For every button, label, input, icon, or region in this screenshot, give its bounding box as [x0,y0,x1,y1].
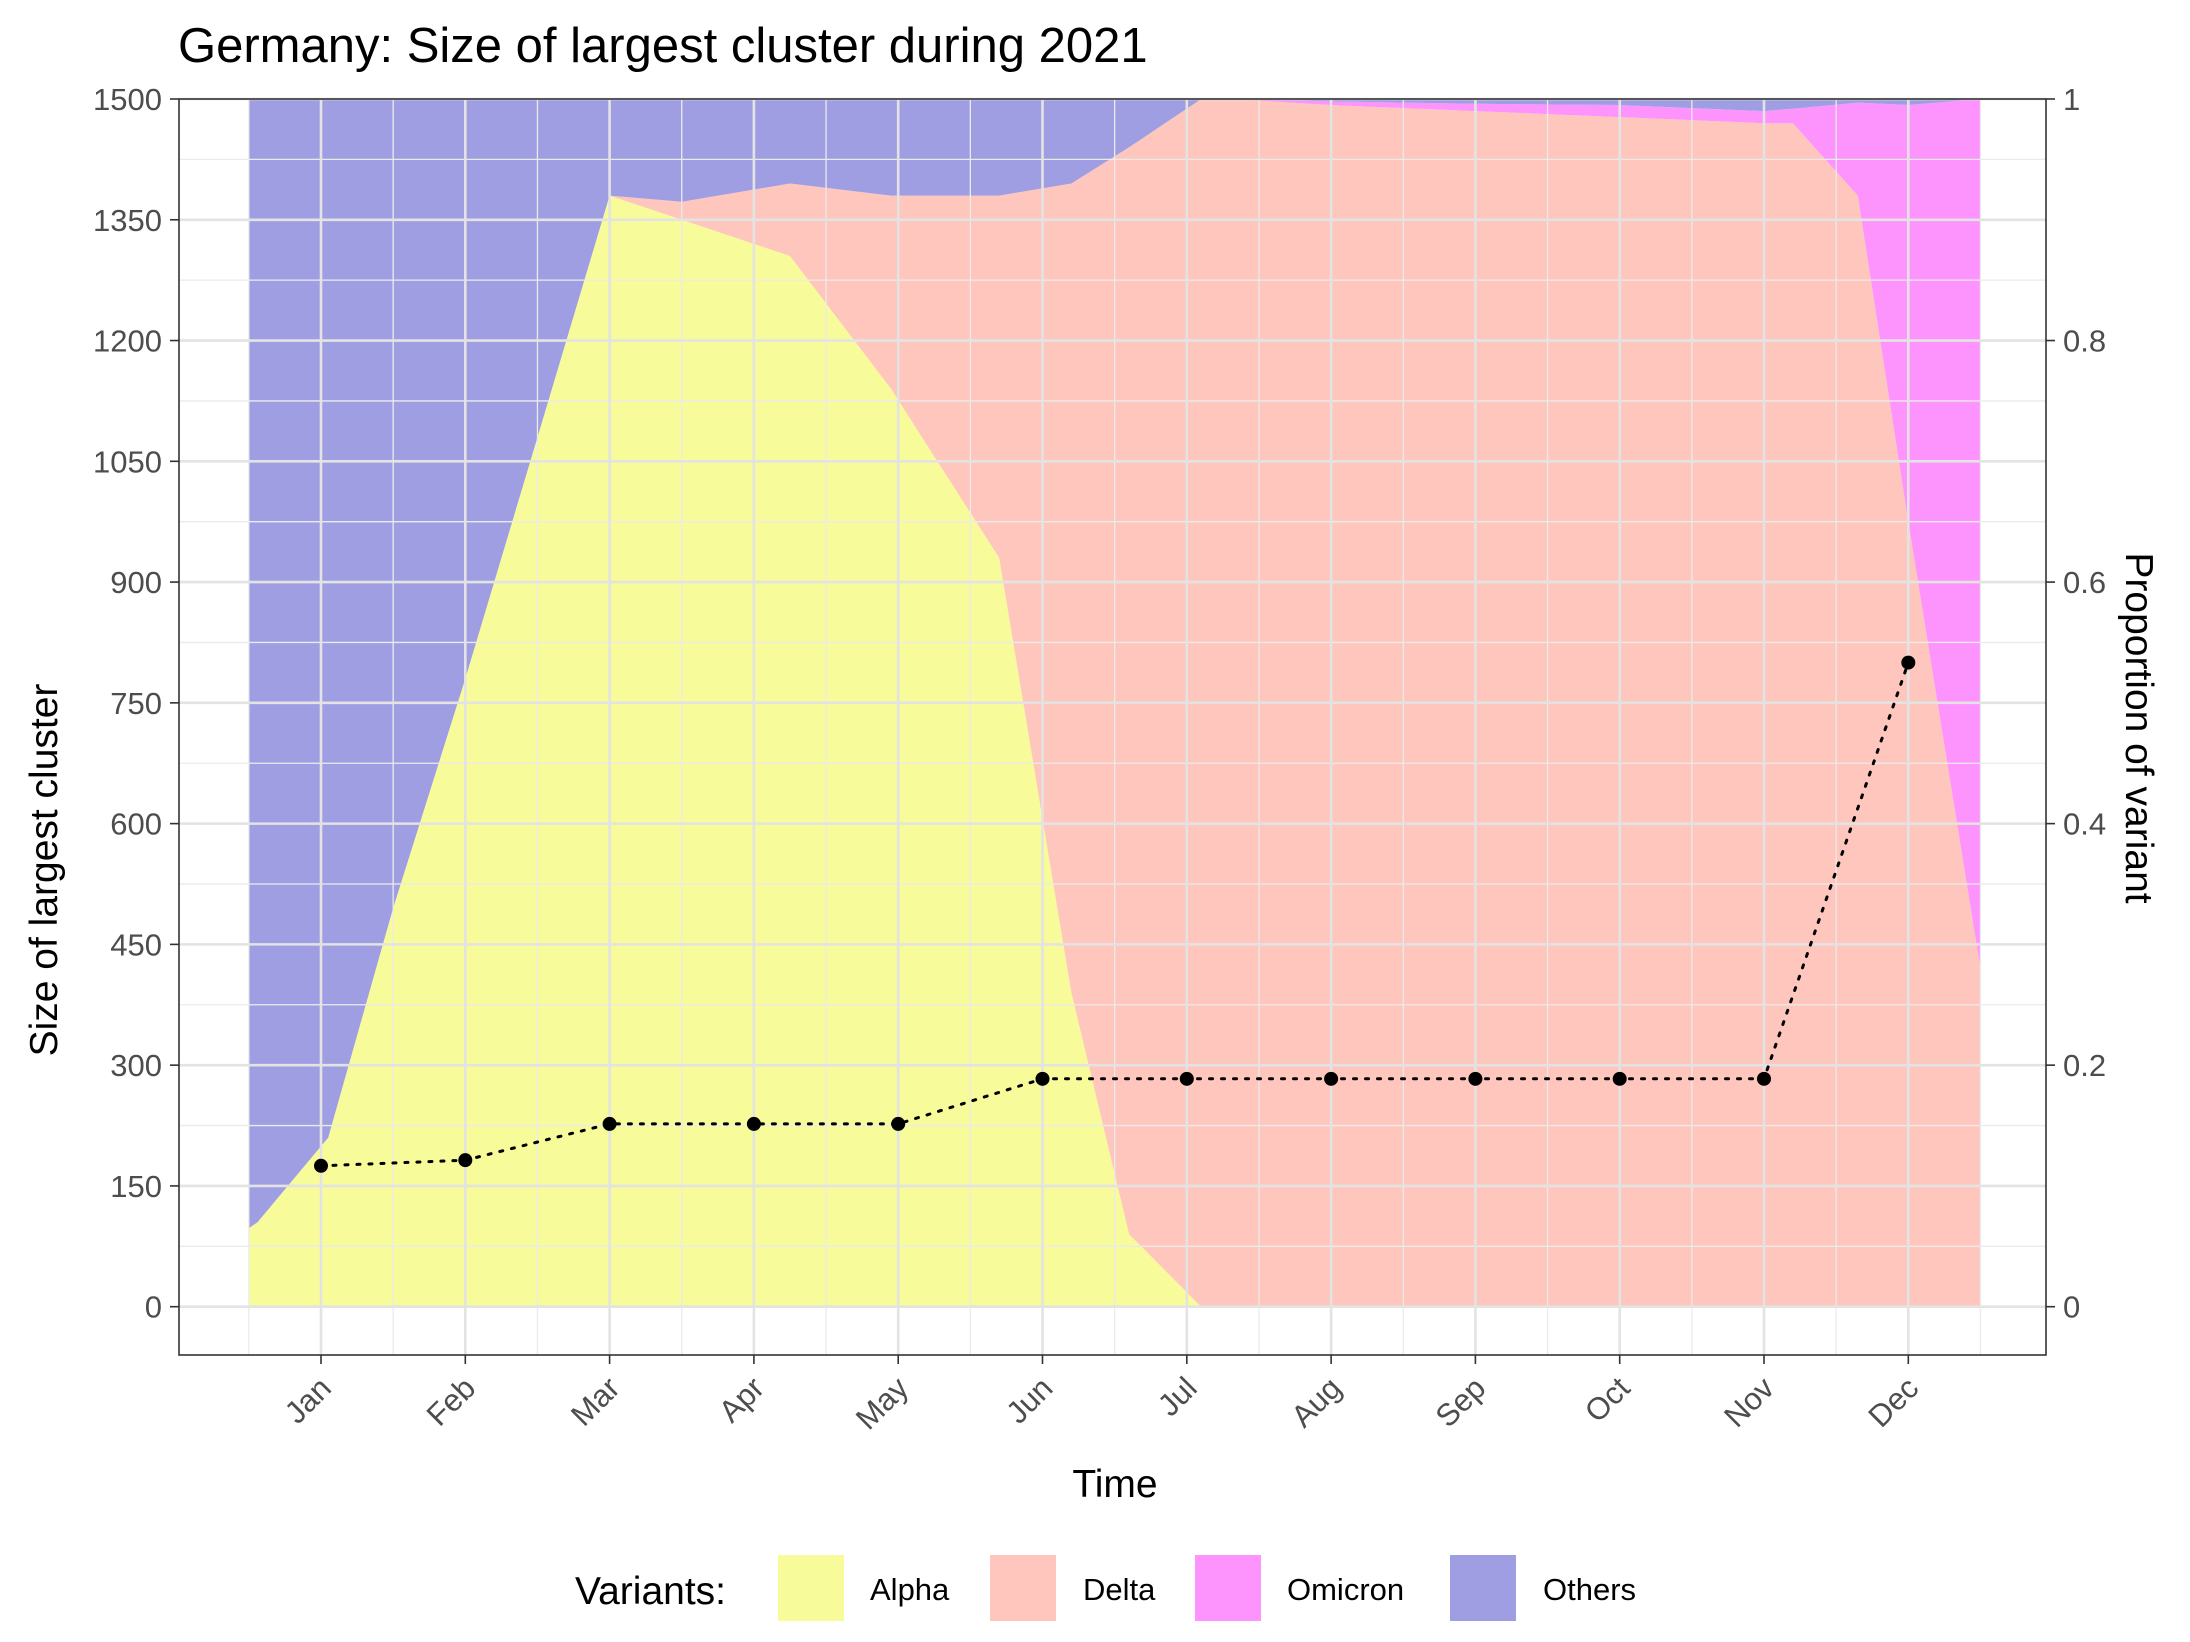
y-tick-label: 1050 [93,444,162,479]
cluster-point [1757,1071,1771,1086]
chart-title: Germany: Size of largest cluster during … [178,19,1148,73]
cluster-point [746,1116,761,1131]
y-axis-right: 0 0.2 0.4 0.6 0.8 1 [2046,82,2106,1325]
y-tick-label: 1500 [93,82,162,117]
cluster-point [1035,1071,1050,1086]
legend-label-others: Others [1543,1572,1636,1607]
legend-label-alpha: Alpha [870,1572,950,1607]
y2-tick-label: 0.2 [2063,1048,2106,1083]
x-tick-label: Nov [1717,1370,1781,1434]
cluster-point [1468,1071,1483,1086]
legend-key-alpha [778,1555,844,1621]
x-axis: Jan Feb Mar Apr May Jun Jul Aug Sep Oct Nov Dec [278,1355,1925,1436]
y-tick-label: 1350 [93,203,162,238]
legend: Variants: Alpha Delta Omicron Others [575,1555,1636,1621]
panel-border [178,98,2047,1356]
y-axis-title: Size of largest cluster [23,684,66,1057]
x-tick-label: Jun [999,1370,1059,1430]
cluster-point [1612,1071,1627,1086]
cluster-point [1324,1071,1339,1086]
plot-border [178,98,2047,1356]
y-tick-label: 1200 [93,324,162,359]
x-tick-label: Oct [1578,1370,1637,1429]
area-others [248,99,1981,1229]
y-tick-label: 450 [110,927,162,962]
y2-tick-label: 0.4 [2063,807,2106,842]
x-tick-label: Mar [564,1370,627,1433]
cluster-point [458,1153,473,1168]
legend-key-others [1450,1555,1516,1621]
x-axis-title: Time [1072,1463,1157,1506]
x-tick-label: Aug [1284,1370,1348,1434]
y-tick-label: 900 [110,565,162,600]
y2-tick-label: 1 [2063,82,2080,117]
y2-tick-label: 0.8 [2063,324,2106,359]
x-tick-label: May [849,1370,916,1437]
legend-label-omicron: Omicron [1287,1572,1404,1607]
x-tick-label: Apr [712,1370,771,1429]
y-axis-left: 0 150 300 450 600 750 900 1050 1200 1350 1500 [93,82,179,1325]
x-tick-label: Jan [278,1370,338,1430]
cluster-point [891,1116,906,1131]
x-tick-label: Dec [1862,1370,1926,1434]
x-tick-label: Jul [1151,1370,1204,1423]
cluster-point [1901,655,1916,670]
largest-cluster-series [314,655,1916,1173]
legend-key-omicron [1195,1555,1261,1621]
cluster-point [314,1158,328,1173]
y-tick-label: 0 [145,1290,162,1325]
legend-label-delta: Delta [1083,1572,1156,1607]
y2-axis-title: Proportion of variant [2117,552,2160,903]
y-tick-label: 300 [110,1048,162,1083]
y2-tick-label: 0 [2063,1290,2080,1325]
cluster-point [1179,1071,1194,1086]
x-tick-label: Feb [420,1370,483,1433]
y2-tick-label: 0.6 [2063,565,2106,600]
legend-title: Variants: [575,1570,726,1613]
cluster-point [602,1116,617,1131]
cluster-line [319,661,1910,1168]
y-tick-label: 150 [110,1169,162,1204]
y-tick-label: 600 [110,807,162,842]
legend-key-delta [990,1555,1056,1621]
y-tick-label: 750 [110,686,162,721]
x-tick-label: Sep [1429,1370,1493,1434]
